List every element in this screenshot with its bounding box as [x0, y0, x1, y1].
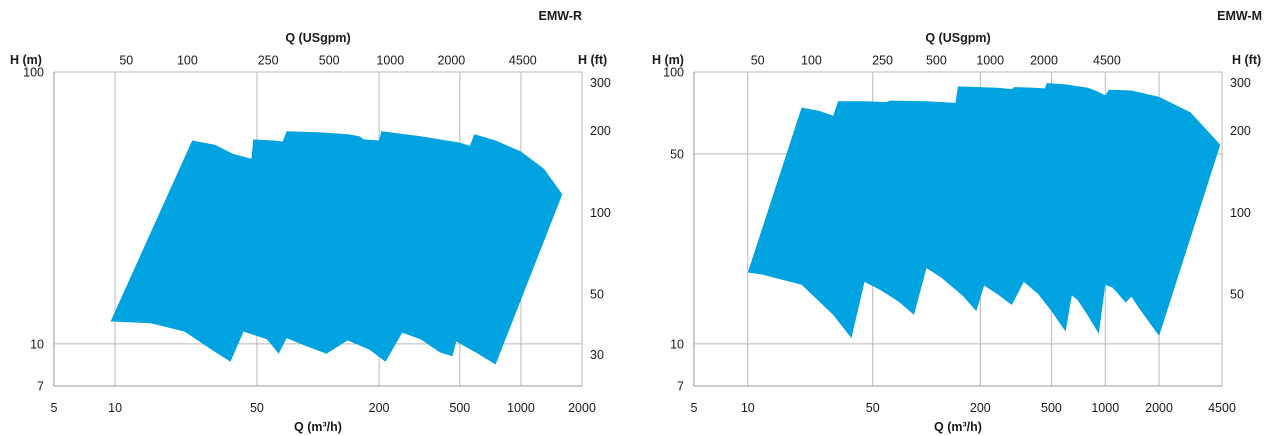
x2-tick-label: 500 [319, 54, 340, 68]
operating-range-area [747, 83, 1221, 339]
x-tick-label: 10 [741, 401, 755, 415]
x2-tick-label: 500 [926, 54, 947, 68]
y-tick-label: 100 [23, 66, 44, 80]
y-tick-label: 50 [670, 147, 684, 161]
y-tick-label: 10 [670, 337, 684, 351]
chart-title: EMW-M [1217, 9, 1262, 23]
x-axis-label: Q (m³/h) [934, 420, 982, 434]
x-tick-label: 200 [970, 401, 991, 415]
x-tick-label: 200 [369, 401, 390, 415]
y2-tick-label: 100 [1230, 206, 1251, 220]
x-tick-label: 4500 [1208, 401, 1236, 415]
x-tick-label: 5 [691, 401, 698, 415]
x2-tick-label: 100 [177, 54, 198, 68]
y-tick-label: 100 [663, 66, 684, 80]
x2-tick-label: 4500 [1093, 54, 1121, 68]
x2-tick-label: 2000 [1030, 54, 1058, 68]
y-axis-label: H (m) [652, 53, 684, 67]
x-axis-label: Q (m³/h) [294, 420, 342, 434]
axes [53, 72, 582, 387]
x2-tick-label: 4500 [509, 54, 537, 68]
x2-tick-label: 1000 [376, 54, 404, 68]
x-tick-label: 2000 [568, 401, 596, 415]
x2-tick-label: 250 [258, 54, 279, 68]
y-tick-label: 10 [30, 337, 44, 351]
y2-tick-label: 200 [1230, 124, 1251, 138]
x2-tick-label: 100 [801, 54, 822, 68]
chart-emw-m: EMW-M Q (USgpm) H (m) H (ft) Q (m³/h) 5 1… [652, 9, 1262, 434]
tick-labels: 5 10 50 200 500 1000 2000 7 10 100 50 100 250 500 1000… [23, 54, 611, 416]
x-tick-label: 500 [449, 401, 470, 415]
x2-tick-label: 250 [872, 54, 893, 68]
operating-range-area [110, 131, 563, 365]
y2-tick-label: 50 [1230, 288, 1244, 302]
y2-tick-label: 100 [590, 206, 611, 220]
x-tick-label: 50 [250, 401, 264, 415]
tick-labels: 5 10 50 200 500 1000 2000 4500 7 10 50 100 50 100 250 5… [663, 54, 1251, 416]
x2-tick-label: 50 [119, 54, 133, 68]
y2-axis-label: H (ft) [1232, 53, 1261, 67]
x-tick-label: 1000 [507, 401, 535, 415]
y2-tick-label: 200 [590, 124, 611, 138]
chart-emw-r: EMW-R Q (USgpm) H (m) H (ft) Q (m³/h) 5 1… [10, 9, 611, 434]
x-tick-label: 1000 [1091, 401, 1119, 415]
x-tick-label: 2000 [1145, 401, 1173, 415]
x2-tick-label: 2000 [437, 54, 465, 68]
x2-tick-label: 1000 [976, 54, 1004, 68]
y2-tick-label: 300 [1230, 76, 1251, 90]
y-axis-label: H (m) [10, 53, 42, 67]
x-tick-label: 5 [51, 401, 58, 415]
x2-axis-label: Q (USgpm) [925, 31, 990, 45]
x-tick-label: 500 [1041, 401, 1062, 415]
y2-tick-label: 50 [590, 288, 604, 302]
x2-axis-label: Q (USgpm) [285, 31, 350, 45]
y-tick-label: 7 [677, 380, 684, 394]
x-tick-label: 10 [108, 401, 122, 415]
y2-tick-label: 30 [590, 348, 604, 362]
y2-tick-label: 300 [590, 76, 611, 90]
y2-axis-label: H (ft) [578, 53, 607, 67]
chart-title: EMW-R [539, 9, 583, 23]
x2-tick-label: 50 [751, 54, 765, 68]
axes [693, 72, 1222, 387]
y-tick-label: 7 [37, 380, 44, 394]
x-tick-label: 50 [866, 401, 880, 415]
